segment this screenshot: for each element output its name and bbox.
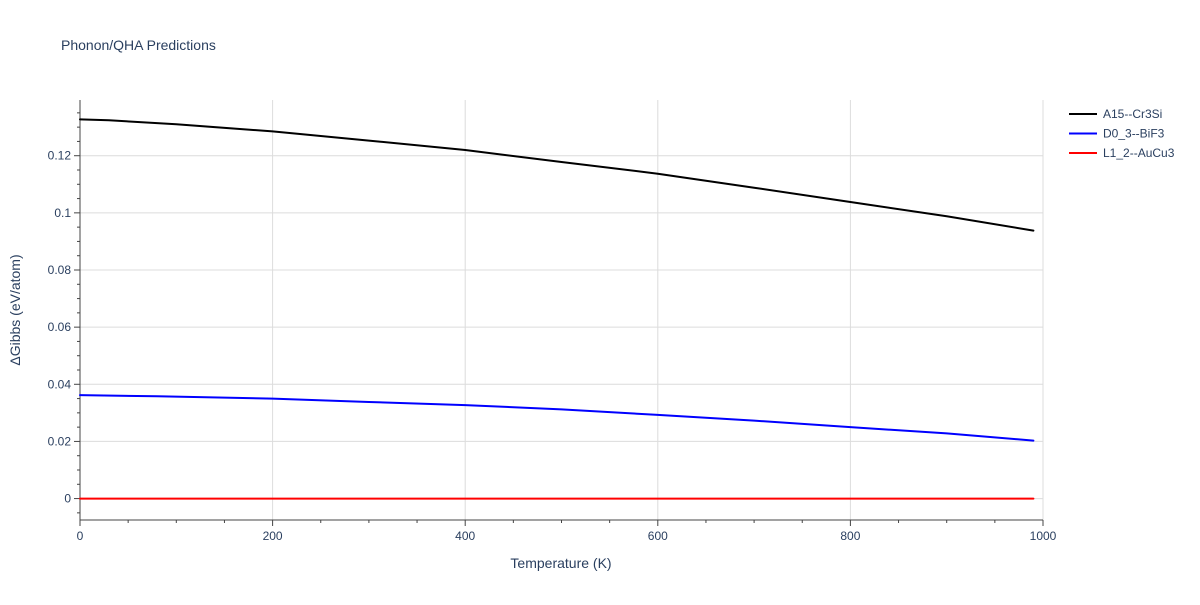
x-tick-label: 0 bbox=[77, 529, 84, 543]
y-tick-label: 0.1 bbox=[54, 206, 71, 220]
chart-title: Phonon/QHA Predictions bbox=[61, 37, 216, 53]
legend-item-L1_2--AuCu3[interactable]: L1_2--AuCu3 bbox=[1069, 146, 1175, 160]
axes: 0 200 400 600 800 1000 0 0.02 0.04 0.06 0.08 0.1 0.1… bbox=[48, 100, 1057, 543]
y-axis-title: ΔGibbs (eV/atom) bbox=[7, 254, 23, 365]
x-axis-title: Temperature (K) bbox=[510, 555, 611, 571]
y-tick-label: 0.08 bbox=[48, 263, 72, 277]
series-lines bbox=[79, 118, 1035, 500]
x-tick-label: 800 bbox=[840, 529, 860, 543]
y-tick-label: 0.04 bbox=[48, 377, 72, 391]
legend-label: A15--Cr3Si bbox=[1103, 107, 1162, 121]
legend-label: D0_3--BiF3 bbox=[1103, 127, 1165, 141]
legend: A15--Cr3Si D0_3--BiF3 L1_2--AuCu3 bbox=[1069, 107, 1175, 160]
series-line-D0_3--BiF3 bbox=[79, 394, 1035, 442]
y-tick-label: 0 bbox=[64, 492, 71, 506]
x-tick-label: 200 bbox=[263, 529, 283, 543]
x-tick-label: 600 bbox=[648, 529, 668, 543]
y-tick-label: 0.12 bbox=[48, 149, 72, 163]
x-tick-label: 400 bbox=[455, 529, 475, 543]
y-tick-label: 0.06 bbox=[48, 320, 72, 334]
x-tick-label: 1000 bbox=[1030, 529, 1057, 543]
legend-label: L1_2--AuCu3 bbox=[1103, 146, 1175, 160]
legend-item-D0_3--BiF3[interactable]: D0_3--BiF3 bbox=[1069, 127, 1165, 141]
legend-item-A15--Cr3Si[interactable]: A15--Cr3Si bbox=[1069, 107, 1162, 121]
series-line-A15--Cr3Si bbox=[79, 118, 1035, 232]
y-tick-label: 0.02 bbox=[48, 434, 72, 448]
